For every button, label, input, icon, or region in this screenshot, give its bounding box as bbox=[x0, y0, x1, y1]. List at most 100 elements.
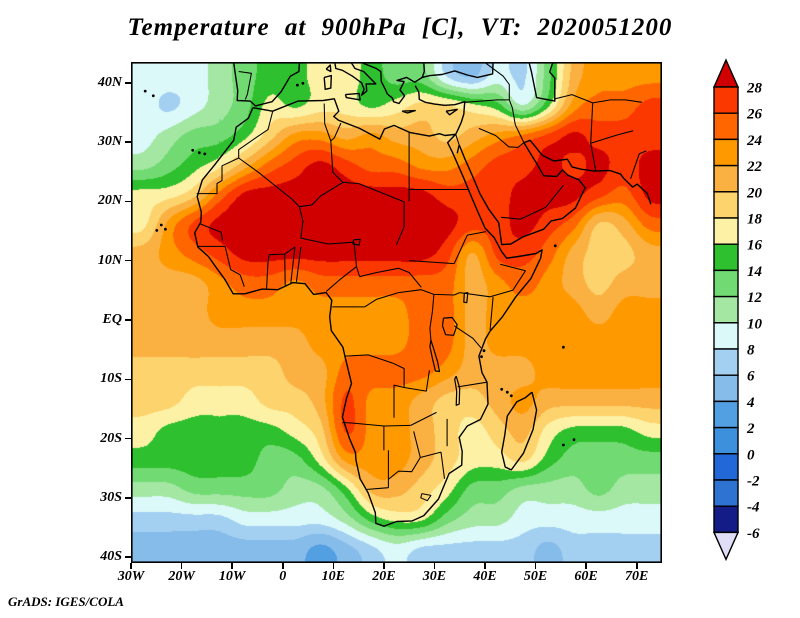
lon-tick bbox=[383, 563, 385, 569]
lon-tick-label: 20W bbox=[168, 569, 195, 584]
island-dot bbox=[500, 387, 504, 391]
lon-tick-label: 40E bbox=[473, 569, 497, 584]
lon-tick bbox=[180, 563, 183, 569]
island-dot bbox=[155, 229, 159, 232]
colorbar-label: 12 bbox=[747, 290, 763, 306]
island-dot bbox=[151, 94, 155, 98]
country-border bbox=[590, 102, 597, 172]
colorbar-label: 8 bbox=[747, 343, 755, 359]
country-border bbox=[489, 296, 494, 331]
country-border bbox=[630, 150, 647, 179]
country-border bbox=[358, 183, 405, 245]
colorbar-label: 18 bbox=[747, 212, 763, 228]
country-border bbox=[392, 362, 430, 392]
coastline-path bbox=[421, 62, 494, 79]
country-border bbox=[440, 452, 446, 479]
lat-tick bbox=[125, 319, 131, 321]
colorbar-cell bbox=[713, 479, 739, 507]
country-border bbox=[196, 111, 274, 195]
coastline-path bbox=[458, 139, 652, 246]
island-dot bbox=[562, 443, 565, 447]
coastline-path bbox=[325, 64, 332, 73]
country-border bbox=[467, 231, 487, 236]
country-border bbox=[409, 260, 455, 265]
island-dot bbox=[562, 345, 565, 349]
colorbar-label: 10 bbox=[747, 316, 763, 332]
lon-tick-label: 10E bbox=[321, 569, 345, 584]
lake-outline bbox=[454, 375, 461, 406]
lat-tick-label: 20S bbox=[100, 430, 122, 446]
country-border bbox=[455, 134, 460, 146]
lon-tick-label: 60E bbox=[574, 569, 598, 584]
colorbar-label: -2 bbox=[747, 474, 760, 490]
colorbar-cell bbox=[713, 86, 739, 114]
country-border bbox=[590, 130, 634, 144]
island-dot bbox=[572, 438, 576, 442]
lat-tick bbox=[125, 378, 131, 380]
country-border bbox=[364, 289, 422, 308]
map-frame bbox=[131, 62, 662, 563]
colorbar-label: 4 bbox=[746, 395, 755, 411]
temperature-field-canvas bbox=[131, 62, 662, 563]
coastline-path bbox=[194, 98, 543, 527]
lat-tick-label: 10N bbox=[97, 252, 122, 268]
lon-tick-label: 10W bbox=[218, 569, 246, 584]
lat-tick-label: 30S bbox=[100, 489, 122, 505]
island-dot bbox=[191, 148, 195, 152]
lon-tick bbox=[282, 563, 284, 569]
country-border bbox=[489, 270, 526, 298]
colorbar-label: -6 bbox=[747, 526, 760, 542]
lat-tick bbox=[125, 200, 131, 203]
country-border bbox=[413, 431, 421, 458]
country-border bbox=[344, 354, 394, 364]
lon-tick bbox=[231, 563, 233, 569]
colorbar-cell bbox=[713, 112, 739, 141]
country-border bbox=[323, 103, 344, 183]
lon-tick bbox=[433, 563, 436, 569]
coastline-path bbox=[233, 62, 301, 107]
lat-tick-label: 40N bbox=[97, 74, 122, 90]
colorbar-label: 20 bbox=[746, 185, 763, 201]
colorbar-label: 14 bbox=[747, 264, 763, 280]
lake-outline bbox=[441, 316, 458, 336]
colorbar-cell bbox=[713, 164, 739, 193]
lon-tick bbox=[636, 563, 638, 569]
lat-tick bbox=[125, 437, 131, 440]
colorbar-under-arrow bbox=[712, 531, 740, 562]
lake-outline bbox=[463, 292, 469, 304]
lon-tick bbox=[534, 563, 537, 569]
colorbar-cell bbox=[713, 374, 739, 403]
country-border bbox=[592, 99, 642, 104]
colorbar-cell bbox=[713, 426, 739, 455]
coastline-path bbox=[362, 62, 423, 105]
country-border bbox=[353, 242, 361, 277]
country-border bbox=[478, 127, 525, 148]
colorbar-label: 26 bbox=[746, 107, 763, 123]
colorbar-cell bbox=[713, 322, 739, 350]
colorbar-cell bbox=[713, 400, 739, 429]
lon-tick-label: 0 bbox=[279, 569, 287, 584]
country-border bbox=[224, 246, 245, 287]
colorbar-label: 16 bbox=[747, 238, 763, 254]
coastline-path bbox=[344, 92, 361, 101]
country-border bbox=[484, 62, 510, 100]
country-border bbox=[359, 267, 422, 288]
island-dot bbox=[482, 349, 486, 353]
country-border bbox=[290, 246, 296, 284]
country-border bbox=[410, 411, 437, 426]
colorbar-cell bbox=[713, 348, 739, 376]
coastlines-borders-overlay bbox=[131, 62, 662, 563]
colorbar-cell bbox=[713, 217, 739, 245]
colorbar-cell bbox=[713, 243, 739, 272]
grads-attribution: GrADS: IGES/COLA bbox=[8, 594, 124, 609]
country-border bbox=[457, 381, 488, 388]
coastline-path bbox=[501, 391, 538, 471]
country-border bbox=[269, 246, 296, 256]
island-dot bbox=[509, 394, 513, 398]
country-border bbox=[325, 266, 357, 292]
country-border bbox=[393, 384, 405, 418]
country-border bbox=[238, 70, 252, 100]
coastline-path bbox=[456, 144, 460, 154]
coastline-path bbox=[528, 62, 556, 102]
colorbar-cell bbox=[713, 295, 739, 324]
